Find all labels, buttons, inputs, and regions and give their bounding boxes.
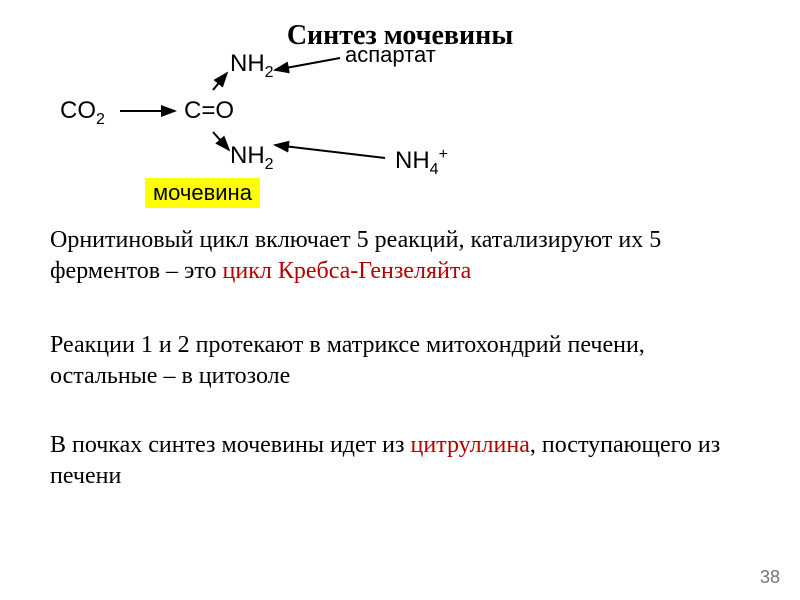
nh2-bot-text: NH (230, 142, 265, 169)
co2-label: CO2 (60, 97, 105, 129)
co2-text: CO (60, 97, 96, 124)
paragraph-1: Орнитиновый цикл включает 5 реакций, кат… (50, 225, 750, 287)
diagram-arrows (50, 50, 550, 210)
paragraph-2: Реакции 1 и 2 протекают в матриксе митох… (50, 330, 750, 392)
nh2-top-text: NH (230, 50, 265, 77)
page-number: 38 (760, 567, 780, 588)
co2-sub: 2 (96, 111, 105, 128)
nh2-bot-sub: 2 (265, 156, 274, 173)
p3-highlight: цитруллина (410, 432, 529, 458)
nh4-sup: + (439, 146, 448, 163)
paragraph-3: В почках синтез мочевины идет из цитрулл… (50, 430, 750, 492)
aspartate-label: аспартат (345, 42, 436, 68)
ceqo-label: C=O (184, 97, 234, 125)
nh2-bot-label: NH2 (230, 142, 274, 174)
p1-highlight: цикл Кребса-Гензеляйта (223, 258, 472, 284)
urea-box: мочевина (145, 178, 260, 208)
nh2-top-label: NH2 (230, 50, 274, 82)
nh4-text: NH (395, 147, 430, 174)
nh4-sub: 4 (430, 161, 439, 178)
nh4-label: NH4+ (395, 146, 448, 179)
p3-text-a: В почках синтез мочевины идет из (50, 432, 410, 458)
urea-diagram: CO2 C=O NH2 NH2 аспартат NH4+ мочевина (50, 50, 550, 210)
nh2-top-sub: 2 (265, 64, 274, 81)
